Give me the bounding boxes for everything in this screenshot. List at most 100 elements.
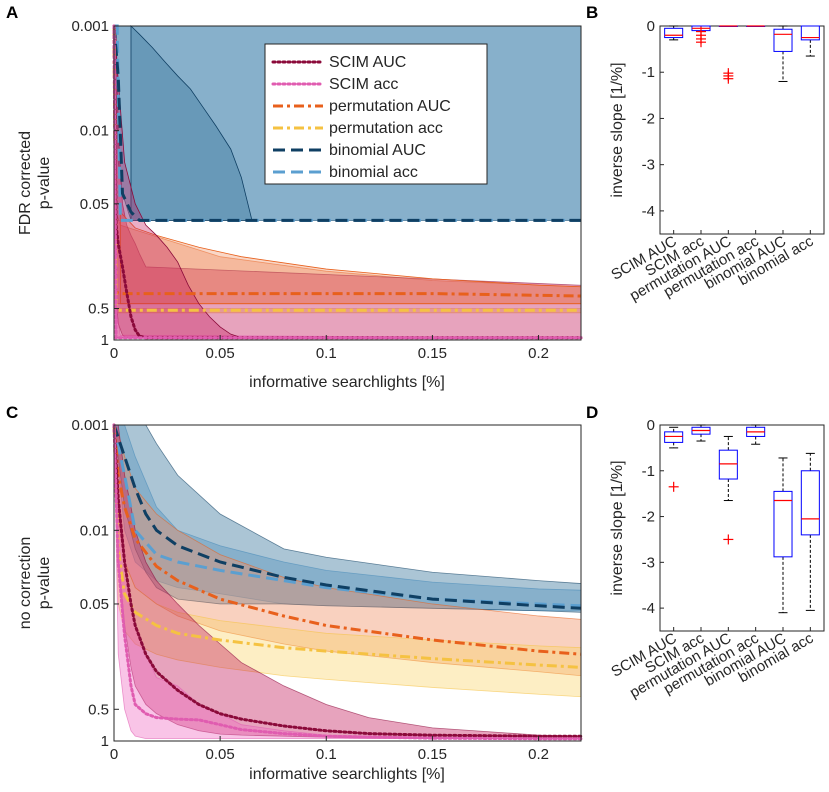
y-tick-label: 1 (101, 733, 109, 750)
panel-c-axes-frame (113, 424, 582, 742)
panel-c-xlabel: informative searchlights [%] (249, 766, 445, 783)
x-tick-label: 0.05 (206, 345, 235, 362)
y-tick-label: -1 (642, 463, 655, 480)
outlier (696, 37, 706, 48)
legend-label: binomial AUC (329, 142, 426, 159)
y-tick-label: 0 (647, 18, 655, 35)
box-0 (664, 426, 684, 492)
box-5 (800, 25, 820, 57)
box-iqr (718, 449, 738, 480)
panel-label-d: D (586, 403, 598, 422)
box-3 (746, 25, 766, 27)
series-line-scim-auc (112, 423, 583, 738)
y-tick-label: -4 (642, 203, 655, 220)
panel-c-lines (112, 423, 583, 741)
x-tick-label: 0.2 (528, 345, 549, 362)
panel-c-ticks: 0 0.05 0.1 0.15 0.2 0.001 0.01 0.05 0.5 1 (71, 417, 549, 763)
box-2 (718, 435, 738, 545)
legend-label: permutation acc (329, 120, 443, 137)
legend-label: permutation AUC (329, 98, 451, 115)
box-iqr (664, 27, 684, 39)
panel-c-ylabel-line1: no correction (17, 537, 34, 630)
outlier (723, 534, 734, 545)
y-tick-label: 0.05 (80, 196, 109, 213)
outlier (723, 73, 734, 84)
panel-d-boxes (664, 424, 820, 614)
y-tick-label: 0.5 (88, 701, 109, 718)
panel-a-ticks: 0 0.05 0.1 0.15 0.2 0.001 0.01 0.05 0.5 1 (71, 18, 549, 362)
panel-b-ylabel: inverse slope [1/%] (609, 62, 626, 197)
legend-label: SCIM acc (329, 76, 398, 93)
legend-entry-binom-acc: binomial acc (273, 164, 418, 181)
series-line-perm-auc (112, 424, 582, 656)
panel-label-c: C (6, 403, 18, 422)
outlier (668, 481, 679, 492)
legend-entry-binom-auc: binomial AUC (273, 142, 426, 159)
band-edge-perm-auc (119, 211, 582, 305)
box-0 (664, 25, 684, 41)
legend-entry-perm-acc: permutation acc (273, 120, 443, 137)
box-5 (800, 452, 820, 611)
series-line-perm-acc (112, 424, 582, 669)
x-tick-label: 0.2 (528, 746, 549, 763)
legend-entry-scim-acc: SCIM acc (271, 76, 398, 93)
box-4 (773, 25, 793, 82)
legend-box (264, 43, 488, 185)
legend-label: SCIM AUC (329, 54, 406, 71)
x-tick-label: 0.15 (418, 345, 447, 362)
legend-entry-perm-auc: permutation AUC (273, 98, 451, 115)
box-3 (746, 424, 766, 445)
box-iqr (664, 431, 684, 443)
panel-b-boxes (664, 25, 820, 84)
panel-label-b: B (586, 3, 598, 22)
y-tick-label: 0 (647, 417, 655, 434)
y-tick-label: -2 (642, 509, 655, 526)
y-tick-label: 0.001 (71, 18, 109, 35)
y-tick-label: 0.01 (80, 522, 109, 539)
panel-b-axes-frame (659, 25, 825, 235)
panel-a-ylabel-line1: FDR corrected (17, 131, 34, 235)
y-tick-label: 1 (101, 332, 109, 349)
panel-label-a: A (6, 3, 18, 22)
x-tick-label: 0.1 (316, 345, 337, 362)
y-tick-label: 0.01 (80, 123, 109, 140)
box-1 (691, 424, 711, 442)
box-2 (718, 25, 738, 84)
panel-c-plot: 0 0.05 0.1 0.15 0.2 0.001 0.01 0.05 0.5 1 informa… (17, 417, 583, 783)
y-tick-label: -3 (642, 157, 655, 174)
x-tick-label: 0.05 (206, 746, 235, 763)
legend-label: binomial acc (329, 164, 418, 181)
y-tick-label: 0.001 (71, 417, 109, 434)
series-line-scim-acc (112, 423, 583, 741)
series-line-binom-auc (112, 424, 582, 610)
legend: SCIM AUC SCIM acc permutation AUC permut… (264, 43, 488, 185)
series-line-scim-acc (112, 24, 583, 340)
box-iqr (800, 470, 820, 536)
panel-c-bands (113, 424, 582, 740)
y-tick-label: -2 (642, 110, 655, 127)
panel-a-plot: 0 0.05 0.1 0.15 0.2 0.001 0.01 0.05 0.5 1 informa… (17, 18, 583, 391)
x-tick-label: 0 (110, 345, 118, 362)
y-tick-label: -1 (642, 64, 655, 81)
panel-a-xlabel: informative searchlights [%] (249, 374, 445, 391)
panel-a-ylabel-line2: p-value (36, 157, 53, 210)
panel-d-axes-frame (659, 424, 825, 632)
x-tick-label: 0.1 (316, 746, 337, 763)
box-4 (773, 457, 793, 614)
x-tick-label: 0.15 (418, 746, 447, 763)
y-tick-label: -3 (642, 554, 655, 571)
box-iqr (800, 25, 820, 41)
x-tick-label: 0 (110, 746, 118, 763)
y-tick-label: 0.5 (88, 300, 109, 317)
y-tick-label: -4 (642, 600, 655, 617)
y-tick-label: 0.05 (80, 596, 109, 613)
box-iqr (773, 490, 793, 558)
panel-c-ylabel-line2: p-value (36, 557, 53, 610)
box-iqr (773, 28, 793, 52)
panel-d-ylabel: inverse slope [1/%] (609, 460, 626, 595)
